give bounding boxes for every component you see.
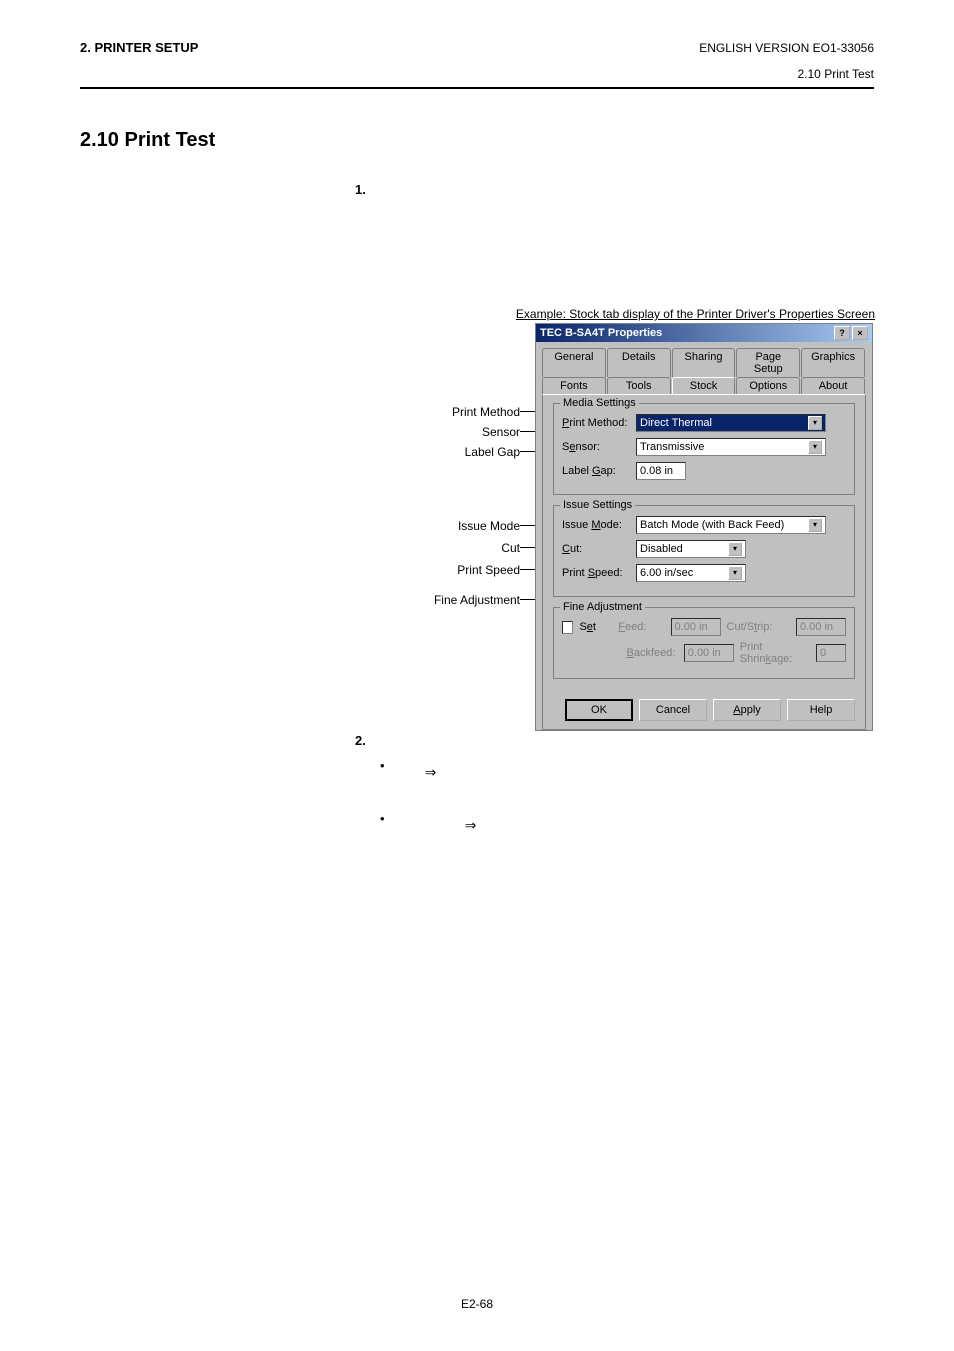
callout-issue-mode: Issue Mode (370, 519, 520, 533)
sensor-select[interactable]: Transmissive ▾ (636, 438, 826, 456)
example-caption: Example: Stock tab display of the Printe… (80, 307, 875, 321)
help-button[interactable]: Help (787, 699, 855, 721)
print-method-select[interactable]: Direct Thermal ▾ (636, 414, 826, 432)
callout-sensor: Sensor (370, 425, 520, 439)
print-method-label: Print Method: (562, 417, 636, 429)
issue-mode-select[interactable]: Batch Mode (with Back Feed) ▾ (636, 516, 826, 534)
chevron-down-icon: ▾ (728, 566, 742, 580)
bullet-icon: • (380, 758, 385, 781)
cut-label: Cut: (562, 543, 636, 555)
bullet-icon: • (380, 811, 385, 834)
groupbox-fine-adjustment: Fine Adjustment Set Feed: Cut/Strip: (553, 607, 855, 679)
cutstrip-label: Cut/Strip: (727, 621, 790, 633)
tab-fonts[interactable]: Fonts (542, 377, 606, 394)
tab-options[interactable]: Options (736, 377, 800, 394)
print-speed-label: Print Speed: (562, 567, 636, 579)
tab-page-setup[interactable]: Page Setup (736, 348, 800, 377)
tab-graphics[interactable]: Graphics (801, 348, 865, 377)
titlebar-close-button[interactable]: × (852, 326, 868, 340)
set-checkbox[interactable] (562, 621, 573, 634)
properties-dialog: TEC B-SA4T Properties ? × General Detail… (535, 323, 873, 731)
issue-mode-label: Issue Mode: (562, 519, 636, 531)
label-gap-input[interactable] (636, 462, 686, 480)
groupbox-title: Issue Settings (560, 499, 635, 511)
print-method-value: Direct Thermal (640, 417, 712, 429)
issue-mode-value: Batch Mode (with Back Feed) (640, 519, 784, 531)
ok-button[interactable]: OK (565, 699, 633, 721)
groupbox-title: Fine Adjustment (560, 601, 645, 613)
feed-input (671, 618, 721, 636)
shrinkage-label: Print Shrinkage: (740, 641, 810, 665)
callout-label-gap: Label Gap (370, 445, 520, 459)
tab-general[interactable]: General (542, 348, 606, 377)
tab-tools[interactable]: Tools (607, 377, 671, 394)
tab-about[interactable]: About (801, 377, 865, 394)
print-speed-select[interactable]: 6.00 in/sec ▾ (636, 564, 746, 582)
callout-cut: Cut (370, 541, 520, 555)
callout-fine-adjustment: Fine Adjustment (370, 593, 520, 607)
cutstrip-input (796, 618, 846, 636)
chevron-down-icon: ▾ (808, 518, 822, 532)
callout-print-speed: Print Speed (370, 563, 520, 577)
set-label: Set (579, 621, 596, 633)
backfeed-input (684, 644, 734, 662)
header-rule (80, 87, 874, 89)
titlebar-help-button[interactable]: ? (834, 326, 850, 340)
titlebar[interactable]: TEC B-SA4T Properties ? × (536, 324, 872, 342)
tab-details[interactable]: Details (607, 348, 671, 377)
apply-button[interactable]: Apply (713, 699, 781, 721)
step-1-number: 1. (355, 182, 874, 197)
section-title: 2.10 Print Test (80, 129, 874, 152)
header-sub: 2.10 Print Test (80, 67, 874, 81)
step-2-number: 2. (355, 733, 874, 748)
arrow-icon: ⇒ (425, 764, 437, 781)
arrow-icon: ⇒ (465, 817, 477, 834)
tab-stock[interactable]: Stock (672, 377, 736, 394)
cut-value: Disabled (640, 543, 683, 555)
callout-print-method: Print Method (370, 405, 520, 419)
chevron-down-icon: ▾ (808, 416, 822, 430)
chevron-down-icon: ▾ (808, 440, 822, 454)
groupbox-media-settings: Media Settings Print Method: Direct Ther… (553, 403, 855, 495)
groupbox-title: Media Settings (560, 397, 639, 409)
header-section: 2. PRINTER SETUP (80, 40, 198, 55)
label-gap-label: Label Gap: (562, 465, 636, 477)
print-speed-value: 6.00 in/sec (640, 567, 693, 579)
feed-label: Feed: (618, 621, 664, 633)
shrinkage-input (816, 644, 846, 662)
groupbox-issue-settings: Issue Settings Issue Mode: Batch Mode (w… (553, 505, 855, 597)
header-version: ENGLISH VERSION EO1-33056 (699, 41, 874, 55)
chevron-down-icon: ▾ (728, 542, 742, 556)
backfeed-label: Backfeed: (627, 647, 678, 659)
page-footer: E2-68 (0, 1297, 954, 1311)
sensor-value: Transmissive (640, 441, 704, 453)
cut-select[interactable]: Disabled ▾ (636, 540, 746, 558)
tab-sharing[interactable]: Sharing (672, 348, 736, 377)
cancel-button[interactable]: Cancel (639, 699, 707, 721)
titlebar-text: TEC B-SA4T Properties (540, 327, 662, 339)
sensor-label: Sensor: (562, 441, 636, 453)
bullet-list: • ⇒ • ⇒ (380, 758, 874, 834)
